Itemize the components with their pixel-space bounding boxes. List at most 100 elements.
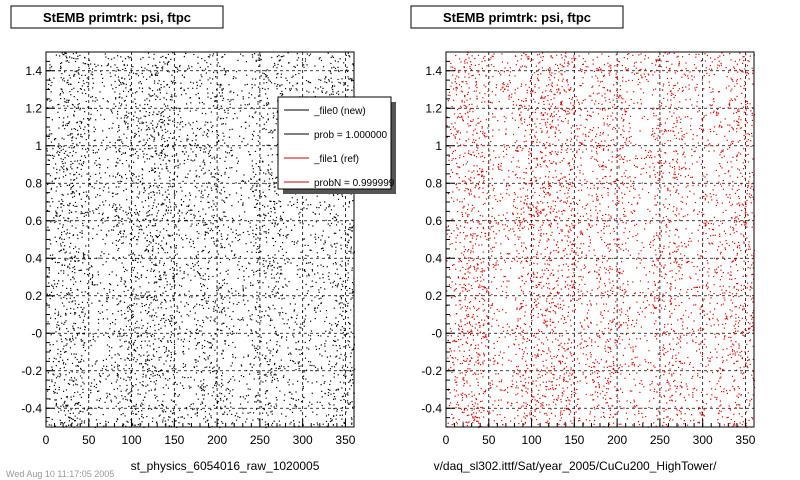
scatter-point [108,346,110,348]
scatter-point [183,201,185,203]
scatter-point [303,269,305,272]
scatter-point [227,226,229,228]
scatter-point [257,348,259,350]
scatter-point [321,390,323,392]
scatter-point [67,193,69,195]
scatter-point [201,58,203,60]
scatter-point [80,385,82,387]
scatter-point [150,196,152,199]
scatter-point [248,115,251,117]
scatter-point [128,166,130,168]
scatter-point [103,186,105,188]
scatter-point [72,150,74,152]
scatter-point [187,264,189,266]
scatter-point [328,206,330,208]
scatter-point [347,233,349,235]
scatter-point [267,404,269,406]
scatter-point [149,128,151,130]
scatter-point [62,285,64,287]
scatter-point [261,418,263,421]
scatter-point [126,420,128,422]
scatter-point [201,185,203,187]
scatter-point [138,418,140,420]
scatter-point [303,371,305,373]
scatter-point [217,422,219,424]
scatter-point [227,70,229,72]
scatter-point [91,382,93,384]
scatter-point [251,330,253,332]
scatter-point [78,303,80,305]
scatter-point [84,201,87,203]
scatter-point [125,104,127,106]
scatter-point [254,112,256,114]
scatter-point [319,277,321,279]
scatter-point [198,97,200,99]
scatter-point [162,55,164,57]
scatter-point [114,142,116,144]
scatter-point [270,374,272,376]
scatter-point [163,103,165,105]
scatter-point [70,242,72,244]
scatter-point [151,147,153,149]
scatter-point [270,200,272,202]
scatter-point [59,419,61,421]
scatter-point [278,368,280,370]
scatter-point [154,199,156,201]
scatter-point [75,379,77,381]
scatter-point [49,205,51,207]
scatter-point [231,333,233,335]
scatter-point [309,82,312,84]
scatter-point [196,262,198,264]
scatter-point [112,195,114,198]
scatter-point [214,176,216,179]
scatter-point [121,395,123,397]
scatter-point [125,87,127,89]
scatter-point [150,191,152,193]
scatter-point [70,399,72,401]
scatter-point [337,90,339,93]
scatter-point [73,257,75,259]
scatter-point [244,181,246,183]
scatter-point [281,90,283,92]
scatter-point [205,147,207,149]
scatter-point [167,61,169,63]
scatter-point [283,323,285,325]
scatter-point [144,107,146,110]
scatter-point [196,271,199,273]
scatter-point [195,332,197,334]
scatter-point [142,206,144,208]
scatter-point [186,220,188,222]
scatter-point [84,74,86,76]
scatter-point [297,380,299,382]
scatter-point [229,106,231,109]
scatter-point [46,99,48,101]
scatter-point [168,193,170,195]
scatter-point [164,199,166,201]
scatter-point [97,292,99,294]
scatter-point [105,56,107,58]
scatter-point [146,344,148,346]
scatter-point [136,211,138,214]
scatter-point [200,147,202,149]
scatter-point [256,180,258,182]
scatter-point [64,109,66,112]
scatter-point [190,144,192,146]
scatter-point [71,103,74,106]
scatter-point [309,401,311,403]
scatter-point [187,68,189,70]
scatter-point [150,74,153,76]
scatter-point [63,105,65,107]
scatter-point [240,403,242,405]
scatter-point [224,395,226,397]
scatter-point [184,365,186,368]
scatter-point [108,191,110,193]
scatter-point [265,358,267,360]
scatter-point [150,380,152,383]
scatter-point [273,420,275,422]
scatter-point [71,422,73,424]
scatter-point [255,78,257,80]
scatter-point [296,82,299,84]
scatter-point [245,395,248,397]
scatter-point [157,247,159,250]
scatter-point [46,303,48,305]
